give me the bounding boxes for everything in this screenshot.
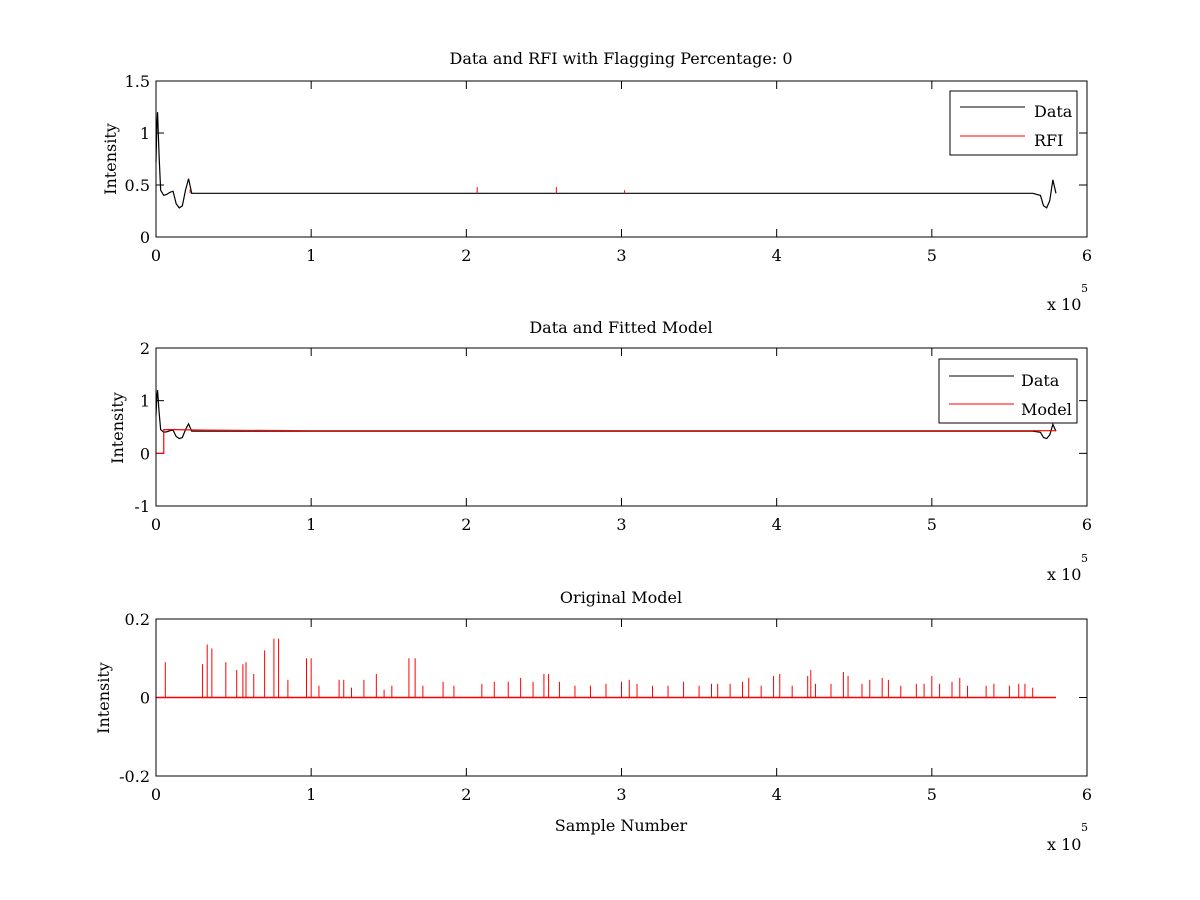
x-tick-label: 1: [306, 246, 316, 265]
x-tick-label: 2: [461, 785, 471, 804]
data-series-line: [155, 112, 1057, 209]
y-tick-label: 1: [140, 124, 150, 143]
subplot-2-legend: Data Model: [938, 358, 1078, 424]
x-tick-label: 0: [151, 246, 161, 265]
x-tick-label: 3: [616, 246, 626, 265]
subplot-1-series: [155, 112, 1057, 209]
subplot-2-x-multiplier-exponent: 5: [1081, 552, 1088, 565]
x-tick-label: 6: [1082, 515, 1092, 534]
subplot-2-legend-model-label: Model: [1021, 400, 1072, 419]
subplot-1-axes-box: [155, 80, 1088, 238]
subplot-1-legend-data-label: Data: [1034, 102, 1073, 121]
subplot-3-ylabel: Intensity: [94, 662, 113, 734]
subplot-1: Data and RFI with Flagging Percentage: 0…: [101, 49, 1092, 314]
x-tick-label: 4: [772, 246, 782, 265]
subplot-1-x-multiplier-exponent: 5: [1081, 282, 1088, 295]
x-tick-label: 6: [1082, 246, 1092, 265]
subplot-3-axes-box: [155, 618, 1088, 777]
x-tick-label: 0: [151, 785, 161, 804]
x-tick-label: 1: [306, 515, 316, 534]
subplot-2-title: Data and Fitted Model: [529, 318, 712, 337]
subplot-2-axes-box: [155, 347, 1088, 507]
y-tick-label: 0.5: [125, 176, 150, 195]
x-tick-label: 4: [772, 785, 782, 804]
subplot-1-legend-rfi-label: RFI: [1034, 131, 1063, 150]
x-tick-label: 3: [616, 785, 626, 804]
y-tick-label: 2: [140, 339, 150, 358]
subplot-2: Data and Fitted Model Intensity 0 1 2 3 4 5 6 -…: [108, 318, 1092, 584]
subplot-3-xlabel: Sample Number: [555, 816, 688, 835]
x-tick-label: 2: [461, 515, 471, 534]
y-tick-label: 0.2: [125, 610, 150, 629]
y-tick-label: 0: [140, 228, 150, 247]
subplot-1-legend: Data RFI: [949, 90, 1078, 156]
subplot-1-x-multiplier: x 10: [1047, 295, 1081, 314]
subplot-1-ylabel: Intensity: [101, 123, 120, 195]
x-tick-label: 5: [927, 246, 937, 265]
subplot-1-title: Data and RFI with Flagging Percentage: 0: [449, 49, 792, 68]
y-tick-label: -0.2: [119, 767, 150, 786]
x-tick-label: 5: [927, 785, 937, 804]
data-series-line: [155, 390, 1057, 440]
x-tick-label: 0: [151, 515, 161, 534]
x-tick-label: 3: [616, 515, 626, 534]
y-tick-label: 1.5: [125, 72, 150, 91]
subplot-3-x-multiplier: x 10: [1047, 835, 1081, 854]
x-tick-label: 2: [461, 246, 471, 265]
subplot-2-x-multiplier: x 10: [1047, 565, 1081, 584]
subplot-2-ylabel: Intensity: [108, 392, 127, 464]
y-tick-label: 1: [140, 392, 150, 411]
x-tick-label: 1: [306, 785, 316, 804]
y-tick-label: -1: [134, 497, 150, 516]
subplot-3: Original Model Intensity Sample Number 0…: [94, 588, 1092, 854]
subplot-2-legend-box: [938, 358, 1078, 424]
subplot-3-title: Original Model: [560, 588, 682, 607]
subplot-2-legend-data-label: Data: [1021, 371, 1060, 390]
subplot-3-series: [156, 638, 1056, 699]
x-tick-label: 6: [1082, 785, 1092, 804]
model-series-line: [156, 429, 1056, 454]
y-tick-label: 0: [140, 689, 150, 708]
subplot-1-legend-box: [949, 90, 1078, 156]
x-tick-label: 5: [927, 515, 937, 534]
x-tick-label: 4: [772, 515, 782, 534]
y-tick-label: 0: [140, 444, 150, 463]
subplot-2-series: [155, 390, 1057, 454]
subplot-3-x-multiplier-exponent: 5: [1081, 821, 1088, 834]
